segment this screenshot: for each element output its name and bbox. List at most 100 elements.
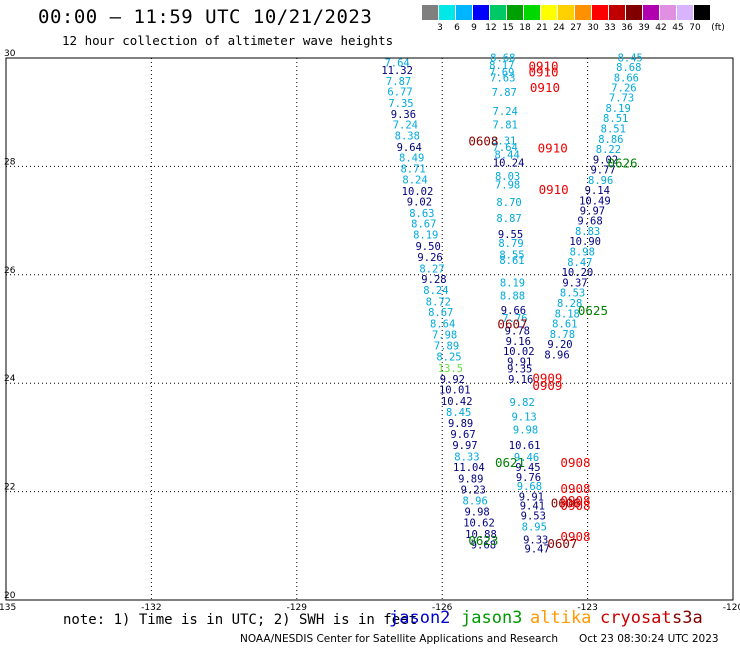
lat-tick-label: 28 bbox=[4, 157, 16, 167]
colorbar-swatch bbox=[422, 5, 439, 20]
swh-value: 8.44 bbox=[494, 149, 519, 161]
swh-value: 8.68 bbox=[616, 62, 641, 74]
colorbar-label: 3 bbox=[437, 23, 443, 33]
swh-value: 9.68 bbox=[517, 481, 542, 493]
legend-jason3: jason3 bbox=[461, 608, 523, 628]
pass-time-label: 0908 bbox=[560, 529, 590, 544]
colorbar-swatch bbox=[677, 5, 694, 20]
swh-value: 11.04 bbox=[453, 462, 485, 474]
swh-value: 10.24 bbox=[493, 158, 525, 170]
swh-value: 8.31 bbox=[491, 135, 516, 147]
lon-tick-label: -123 bbox=[577, 603, 597, 610]
swh-value: 9.46 bbox=[514, 452, 539, 464]
pass-time-label: 0909 bbox=[532, 378, 562, 393]
colorbar-label: 42 bbox=[655, 23, 667, 33]
pass-time-label: 0909 bbox=[532, 370, 562, 385]
swh-value: 8.19 bbox=[605, 103, 630, 115]
colorbar-label: 24 bbox=[553, 23, 565, 33]
pass-time-label: 0626 bbox=[607, 156, 637, 171]
pass-time-label: 0623 bbox=[468, 533, 498, 548]
lon-tick-label: -120 bbox=[723, 603, 740, 610]
page-title: 00:00 – 11:59 UTC 10/21/2023 bbox=[38, 6, 373, 28]
swh-value: 8.19 bbox=[500, 277, 525, 289]
swh-value: 8.38 bbox=[395, 131, 420, 143]
colorbar-swatch bbox=[592, 5, 609, 20]
swh-value: 8.71 bbox=[400, 164, 425, 176]
colorbar-swatch bbox=[473, 5, 490, 20]
swh-value: 9.97 bbox=[580, 205, 605, 217]
swh-value: 9.66 bbox=[501, 305, 526, 317]
pass-time-label: 0908 bbox=[560, 455, 590, 470]
swh-value: 8.53 bbox=[560, 288, 585, 300]
swh-value: 8.96 bbox=[544, 349, 569, 361]
swh-value: 10.90 bbox=[569, 236, 601, 248]
colorbar-label: 21 bbox=[536, 23, 548, 33]
colorbar-label: 45 bbox=[672, 23, 684, 33]
swh-value: 10.61 bbox=[509, 440, 541, 452]
swh-points: 7.6411.327.876.777.359.367.248.389.648.4… bbox=[381, 52, 643, 555]
swh-value: 8.47 bbox=[567, 257, 592, 269]
swh-value: 9.16 bbox=[508, 374, 533, 386]
swh-value: 9.89 bbox=[458, 474, 483, 486]
swh-value: 8.67 bbox=[411, 218, 436, 230]
swh-value: 10.49 bbox=[579, 196, 611, 208]
swh-value: 7.64 bbox=[493, 142, 518, 154]
pass-time-label: 0910 bbox=[539, 182, 569, 197]
colorbar-label: 12 bbox=[485, 23, 497, 33]
swh-value: 8.24 bbox=[423, 285, 448, 297]
swh-value: 9.50 bbox=[415, 241, 440, 253]
swh-value: 9.36 bbox=[391, 109, 416, 121]
swh-value: 7.76 bbox=[502, 313, 527, 325]
swh-value: 10.02 bbox=[503, 346, 535, 358]
swh-value: 9.76 bbox=[516, 472, 541, 484]
swh-value: 9.28 bbox=[421, 274, 446, 286]
swh-value: 8.33 bbox=[454, 451, 479, 463]
swh-value: 8.18 bbox=[555, 308, 580, 320]
swh-value: 8.63 bbox=[409, 208, 434, 220]
colorbar-swatch bbox=[490, 5, 507, 20]
swh-value: 9.98 bbox=[464, 507, 489, 519]
swh-value: 10.88 bbox=[465, 529, 497, 541]
swh-value: 9.98 bbox=[513, 424, 538, 436]
swh-value: 8.51 bbox=[601, 123, 626, 135]
map-frame bbox=[5, 57, 734, 601]
swh-value: 7.73 bbox=[609, 93, 634, 105]
swh-value: 9.23 bbox=[461, 484, 486, 496]
swh-value: 8.78 bbox=[550, 329, 575, 341]
swh-value: 8.49 bbox=[399, 153, 424, 165]
map-ticks: -135 -132 -129 -126 -123 -120 30 28 26 24 22 20 bbox=[0, 49, 740, 610]
swh-value: 8.51 bbox=[603, 113, 628, 125]
colorbar-label: 36 bbox=[621, 23, 633, 33]
swh-value: 8.96 bbox=[463, 495, 488, 507]
swh-value: 8.66 bbox=[614, 73, 639, 85]
swh-value: 7.64 bbox=[384, 57, 409, 69]
swh-value: 7.35 bbox=[388, 98, 413, 110]
swh-value: 9.68 bbox=[471, 540, 496, 552]
colorbar-label: 30 bbox=[587, 23, 599, 33]
swh-value: 9.68 bbox=[577, 216, 602, 228]
swh-value: 7.63 bbox=[490, 73, 515, 85]
legend-jason2: jason2 bbox=[389, 608, 451, 628]
pass-time-label: 0606 bbox=[551, 496, 581, 511]
swh-value: 9.35 bbox=[507, 364, 532, 376]
credit-text: NOAA/NESDIS Center for Satellite Applica… bbox=[240, 633, 558, 645]
pass-time-label: 0908 bbox=[560, 498, 590, 513]
pass-time-label: 0908 bbox=[560, 481, 590, 496]
swh-value: 8.22 bbox=[596, 144, 621, 156]
swh-value: 9.02 bbox=[407, 197, 432, 209]
swh-value: 8.83 bbox=[575, 226, 600, 238]
swh-value: 7.24 bbox=[393, 120, 418, 132]
map-grid bbox=[6, 58, 733, 600]
swh-value: 9.89 bbox=[448, 418, 473, 430]
swh-value: 8.98 bbox=[570, 246, 595, 258]
pass-time-label: 0910 bbox=[528, 59, 558, 74]
legend-s3a: s3a bbox=[672, 608, 703, 628]
colorbar-unit: (ft) bbox=[711, 23, 725, 33]
swh-value: 8.45 bbox=[618, 52, 643, 64]
colorbar-label: 18 bbox=[519, 23, 531, 33]
swh-value: 6.77 bbox=[387, 87, 412, 99]
swh-value: 9.47 bbox=[525, 544, 550, 556]
swh-value: 9.53 bbox=[521, 510, 546, 522]
swh-value: 9.14 bbox=[585, 185, 610, 197]
colorbar-swatch bbox=[694, 5, 711, 20]
